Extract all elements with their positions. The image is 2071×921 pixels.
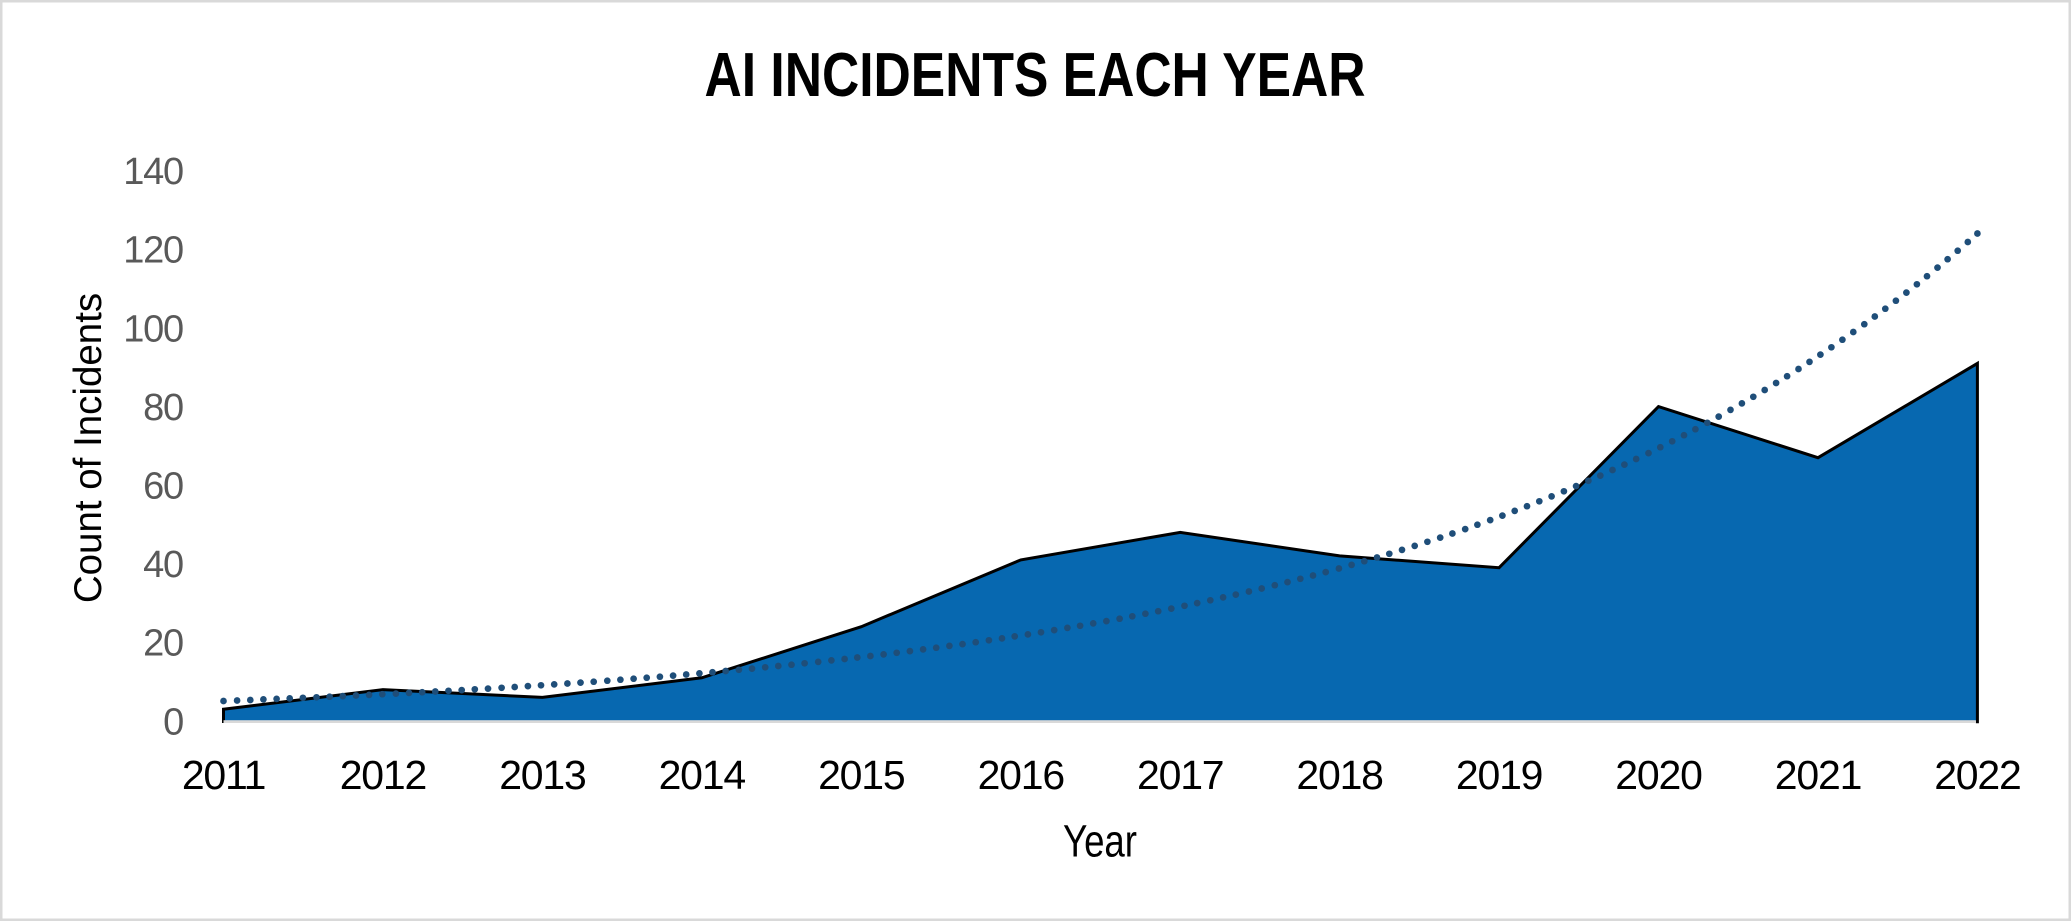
svg-text:2021: 2021: [1775, 752, 1861, 798]
svg-text:2011: 2011: [182, 752, 265, 798]
svg-text:100: 100: [123, 308, 183, 350]
svg-text:2018: 2018: [1296, 752, 1383, 798]
svg-text:80: 80: [143, 387, 183, 429]
svg-text:60: 60: [143, 466, 183, 508]
svg-text:2015: 2015: [818, 752, 905, 798]
svg-text:120: 120: [123, 230, 183, 272]
svg-text:2022: 2022: [1934, 752, 2020, 798]
svg-text:2016: 2016: [978, 752, 1064, 798]
svg-text:0: 0: [163, 701, 183, 743]
svg-text:20: 20: [143, 623, 183, 665]
svg-text:2012: 2012: [340, 752, 426, 798]
svg-text:Count of Incidents: Count of Incidents: [67, 293, 110, 603]
svg-text:140: 140: [123, 151, 183, 193]
svg-text:2013: 2013: [499, 752, 585, 798]
svg-text:2019: 2019: [1456, 752, 1542, 798]
svg-text:AI INCIDENTS EACH YEAR: AI INCIDENTS EACH YEAR: [705, 41, 1366, 110]
svg-text:2014: 2014: [659, 752, 746, 798]
svg-text:Year: Year: [1063, 816, 1137, 867]
svg-text:2017: 2017: [1137, 752, 1223, 798]
svg-text:2020: 2020: [1615, 752, 1702, 798]
svg-text:40: 40: [143, 544, 183, 586]
